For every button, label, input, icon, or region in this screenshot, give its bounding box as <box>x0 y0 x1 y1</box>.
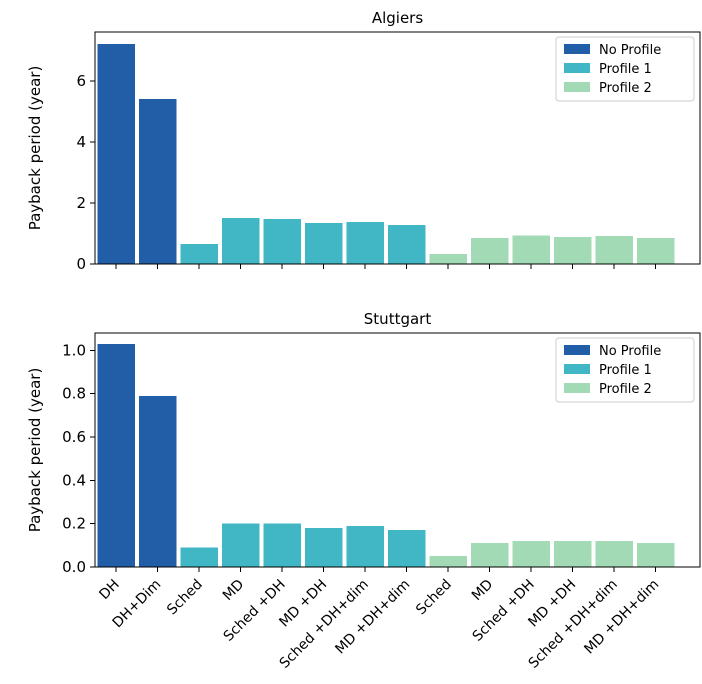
x-tick-label: MD +DH+dim <box>581 577 662 658</box>
x-tick-label: Sched <box>413 577 455 619</box>
legend-swatch-profile-1 <box>564 364 590 374</box>
bar-sched-profile-2 <box>429 253 467 264</box>
legend: No Profile Profile 1 Profile 2 <box>555 337 695 403</box>
legend-swatch-no-profile <box>564 345 590 355</box>
bar-md-profile-1 <box>221 218 260 264</box>
legend-frame <box>555 337 695 403</box>
x-tick-label: MD +DH+dim <box>332 577 413 658</box>
legend-label-no-profile: No Profile <box>599 344 661 359</box>
y-tick-label: 0.2 <box>62 515 86 533</box>
chart-title: Algiers <box>372 9 424 27</box>
y-tick-label: 0.8 <box>62 385 86 403</box>
y-axis-label: Payback period (year) <box>26 368 44 533</box>
x-tick-label: MD <box>220 577 247 604</box>
legend: No Profile Profile 1 Profile 2 <box>555 36 695 102</box>
y-tick-label: 1.0 <box>62 341 86 359</box>
bar-md-dh-profile-2 <box>553 237 592 264</box>
bar-md-dh-profile-2 <box>553 541 592 567</box>
bar-md-dh-profile-1 <box>304 222 343 264</box>
y-tick-label: 4 <box>76 133 86 151</box>
bar-sched-dh-dim-profile-1 <box>346 525 384 567</box>
bar-md-dh-profile-1 <box>304 528 343 567</box>
bar-dh-no-profile <box>97 44 135 265</box>
y-tick-label: 0 <box>76 255 86 273</box>
legend-label-profile-2: Profile 2 <box>599 81 652 96</box>
x-tick-label: DH <box>96 577 122 603</box>
y-tick-label: 0.4 <box>62 471 86 489</box>
bar-sched-dh-profile-1 <box>263 523 301 567</box>
legend-label-no-profile: No Profile <box>599 43 661 58</box>
bar-sched-profile-1 <box>180 547 218 567</box>
plot-frame <box>94 332 701 568</box>
y-tick-label: 2 <box>76 194 86 212</box>
legend-label-profile-1: Profile 1 <box>599 363 652 378</box>
bar-md-dh-dim-profile-1 <box>387 224 426 264</box>
y-tick-label: 0.0 <box>62 558 86 576</box>
bar-md-profile-1 <box>221 523 260 567</box>
legend-label-profile-2: Profile 2 <box>599 382 652 397</box>
bar-md-dh-dim-profile-2 <box>636 237 675 264</box>
bar-sched-dh-profile-2 <box>512 541 550 567</box>
y-tick-label: 6 <box>76 72 86 90</box>
bar-sched-dh-dim-profile-2 <box>595 541 633 567</box>
bar-sched-profile-2 <box>429 556 467 567</box>
bar-sched-dh-profile-2 <box>512 235 550 264</box>
legend-swatch-no-profile <box>564 44 590 54</box>
x-tick-label: Sched <box>164 577 206 619</box>
bar-sched-dh-profile-1 <box>263 219 301 264</box>
y-tick-label: 0.6 <box>62 428 86 446</box>
bar-md-profile-2 <box>470 543 509 567</box>
bar-dh-dim-no-profile <box>138 99 177 264</box>
bar-sched-dh-dim-profile-1 <box>346 221 384 264</box>
y-axis-label: Payback period (year) <box>26 66 44 231</box>
bar-md-profile-2 <box>470 238 509 264</box>
bar-dh-no-profile <box>97 343 135 567</box>
legend-frame <box>555 36 695 102</box>
bar-dh-dim-no-profile <box>138 395 177 567</box>
chart-title: Stuttgart <box>364 310 432 328</box>
bar-sched-dh-dim-profile-2 <box>595 235 633 264</box>
x-tick-label: MD <box>469 577 496 604</box>
legend-label-profile-1: Profile 1 <box>599 62 652 77</box>
bar-md-dh-dim-profile-2 <box>636 543 675 567</box>
legend-swatch-profile-2 <box>564 82 590 92</box>
plot-frame <box>94 31 701 265</box>
chart-panel-algiers: 0 2 4 6 Algiers Payback period (year) No Profi… <box>26 9 701 273</box>
bar-md-dh-dim-profile-1 <box>387 530 426 567</box>
bar-sched-profile-1 <box>180 244 218 264</box>
legend-swatch-profile-2 <box>564 383 590 393</box>
legend-swatch-profile-1 <box>564 63 590 73</box>
